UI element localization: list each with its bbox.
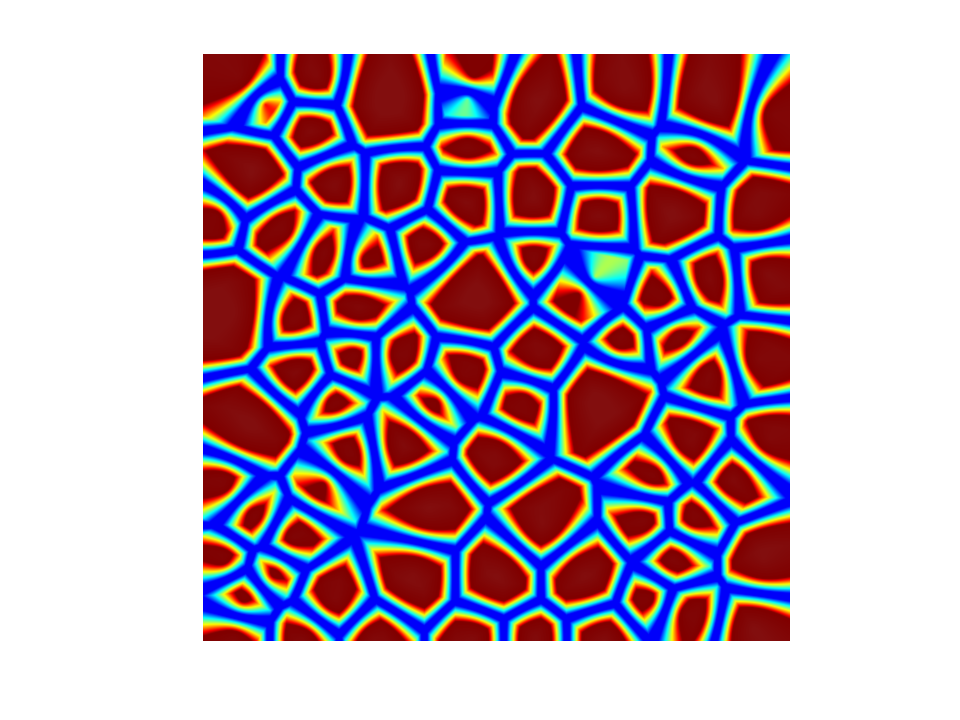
- cell-field-raster: [203, 54, 790, 641]
- cells-layer: [203, 54, 790, 641]
- cell-pattern-svg: [203, 54, 790, 641]
- phase-field-image: [203, 54, 790, 641]
